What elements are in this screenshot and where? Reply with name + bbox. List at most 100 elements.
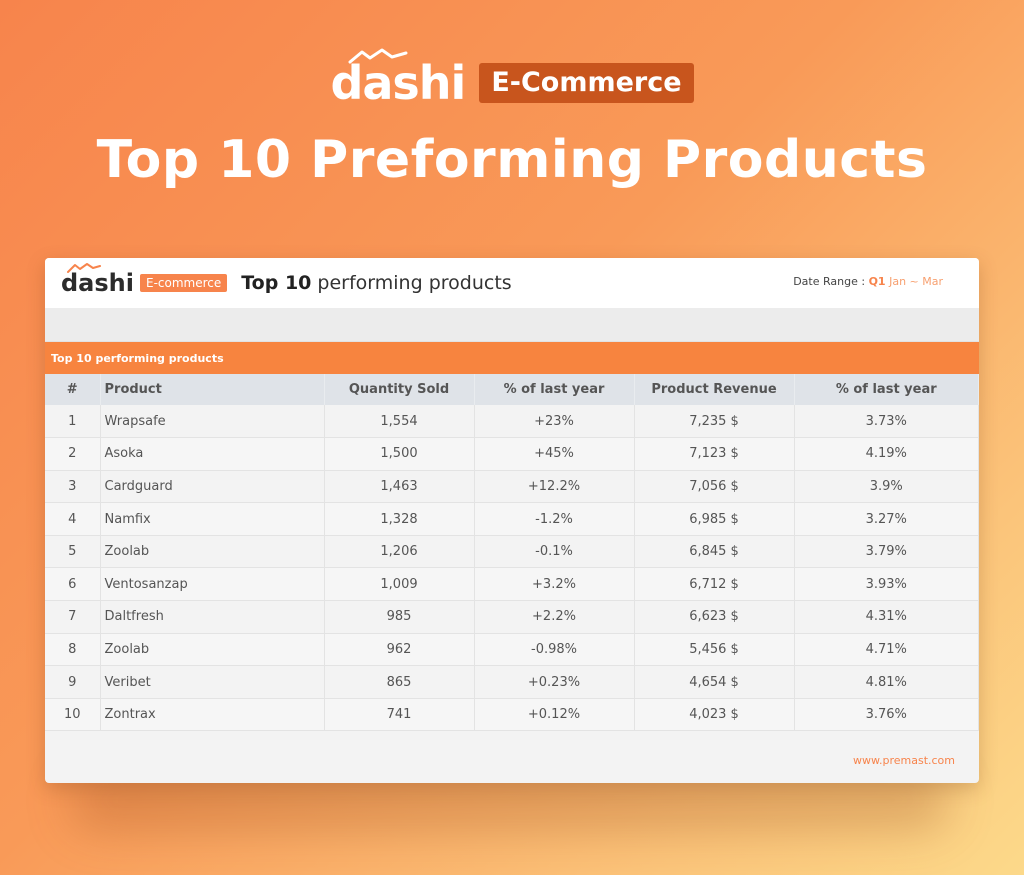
table-row: 3 Cardguard 1,463 +12.2% 7,056 $3.9% [45,470,979,504]
cell-quantity-sold: 985 [324,600,475,634]
header-rank: # [45,374,101,405]
hero-logo-text: dashi [330,56,466,110]
header-product-revenue: Product Revenue [634,374,795,405]
cell-pct-last-year: +23% [474,405,635,439]
date-range-label: Date Range : [793,275,866,288]
cell-quantity-sold: 1,500 [324,437,475,471]
cell-revenue-pct-last-year: 3.27% [794,502,979,536]
card-title-rest: performing products [317,272,512,294]
table-row: 8 Zoolab 962 -0.98% 5,456 $4.71% [45,633,979,667]
footer-url: www.premast.com [853,754,955,767]
cell-rank: 4 [45,502,101,536]
products-table: # Product Quantity Sold % of last year P… [45,374,979,732]
card-logo: dashi [61,263,134,297]
cell-revenue-pct-last-year: 4.81% [794,665,979,699]
cell-product: Veribet [100,665,325,699]
header-product: Product [100,374,325,405]
cell-pct-last-year: +45% [474,437,635,471]
cell-revenue-pct-last-year: 3.93% [794,567,979,602]
report-card: dashi E-commerce Top 10 performing produ… [45,258,979,783]
card-badge: E-commerce [139,274,228,292]
spacer-band [45,308,979,342]
cell-revenue-pct-last-year: 4.19% [794,437,979,471]
cell-product-revenue: 6,985 $ [634,502,795,536]
hero-badge: E-Commerce [479,62,694,104]
cell-rank: 6 [45,567,101,602]
cell-quantity-sold: 1,554 [324,405,475,439]
cell-product: Ventosanzap [100,567,325,602]
cell-rank: 9 [45,665,101,699]
cell-rank: 8 [45,633,101,667]
table-row: 1 Wrapsafe 1,554 +23% 7,235 $3.73% [45,405,979,439]
cell-quantity-sold: 962 [324,633,475,667]
hero-brand: dashi E-Commerce [0,48,1024,106]
cell-pct-last-year: +0.12% [474,698,635,732]
cell-product-revenue: 7,123 $ [634,437,795,471]
cell-product: Zoolab [100,535,325,569]
cell-pct-last-year: +2.2% [474,600,635,634]
cell-rank: 7 [45,600,101,634]
card-logo-text: dashi [61,269,134,297]
table-row: 7 Daltfresh 985 +2.2% 6,623 $4.31% [45,600,979,634]
cell-rank: 10 [45,698,101,732]
cell-revenue-pct-last-year: 3.9% [794,470,979,504]
cell-product: Zontrax [100,698,325,732]
table-row: 9 Veribet 865 +0.23% 4,654 $4.81% [45,665,979,699]
cell-product-revenue: 5,456 $ [634,633,795,667]
table-row: 5 Zoolab 1,206 -0.1% 6,845 $3.79% [45,535,979,569]
cell-pct-last-year: -1.2% [474,502,635,536]
cell-product: Wrapsafe [100,405,325,439]
cell-quantity-sold: 741 [324,698,475,732]
cell-rank: 3 [45,470,101,504]
header-pct-last-year: % of last year [474,374,635,405]
date-range-quarter: Q1 [868,275,886,288]
cell-revenue-pct-last-year: 4.31% [794,600,979,634]
cell-quantity-sold: 1,206 [324,535,475,569]
cell-revenue-pct-last-year: 3.76% [794,698,979,732]
cell-product-revenue: 4,023 $ [634,698,795,732]
cell-quantity-sold: 1,328 [324,502,475,536]
date-range: Date Range : Q1 Jan ~ Mar [793,275,943,288]
cell-product-revenue: 4,654 $ [634,665,795,699]
date-range-months: Jan ~ Mar [889,275,943,288]
cell-product-revenue: 7,235 $ [634,405,795,439]
cell-product: Cardguard [100,470,325,504]
table-row: 4 Namfix 1,328 -1.2% 6,985 $3.27% [45,502,979,536]
header-quantity-sold: Quantity Sold [324,374,475,405]
cell-product-revenue: 6,712 $ [634,567,795,602]
cell-rank: 5 [45,535,101,569]
table-body: 1 Wrapsafe 1,554 +23% 7,235 $3.73% 2 Asoka 1,50… [45,405,979,732]
cell-rank: 2 [45,437,101,471]
cell-quantity-sold: 1,009 [324,567,475,602]
table-row: 10 Zontrax 741 +0.12% 4,023 $3.76% [45,698,979,732]
cell-revenue-pct-last-year: 3.73% [794,405,979,439]
card-title-strong: Top 10 [241,272,312,294]
cell-pct-last-year: -0.98% [474,633,635,667]
logo-zigzag-icon [348,48,408,64]
cell-pct-last-year: +0.23% [474,665,635,699]
cell-rank: 1 [45,405,101,439]
logo-zigzag-icon [67,263,101,273]
section-bar: Top 10 performing products [45,342,979,374]
cell-quantity-sold: 865 [324,665,475,699]
cell-quantity-sold: 1,463 [324,470,475,504]
cell-revenue-pct-last-year: 4.71% [794,633,979,667]
cell-product: Namfix [100,502,325,536]
cell-product: Daltfresh [100,600,325,634]
cell-pct-last-year: -0.1% [474,535,635,569]
hero-logo: dashi [330,48,466,106]
page-title: Top 10 Preforming Products [96,130,928,190]
table-row: 2 Asoka 1,500 +45% 7,123 $4.19% [45,437,979,471]
cell-product-revenue: 6,845 $ [634,535,795,569]
cell-revenue-pct-last-year: 3.79% [794,535,979,569]
card-header: dashi E-commerce Top 10 performing produ… [45,258,979,308]
cell-product: Asoka [100,437,325,471]
cell-product-revenue: 6,623 $ [634,600,795,634]
cell-product: Zoolab [100,633,325,667]
table-header-row: # Product Quantity Sold % of last year P… [45,374,979,405]
cell-pct-last-year: +3.2% [474,567,635,602]
header-revenue-pct-last-year: % of last year [794,374,979,405]
cell-pct-last-year: +12.2% [474,470,635,504]
table-row: 6 Ventosanzap 1,009 +3.2% 6,712 $3.93% [45,567,979,602]
cell-product-revenue: 7,056 $ [634,470,795,504]
